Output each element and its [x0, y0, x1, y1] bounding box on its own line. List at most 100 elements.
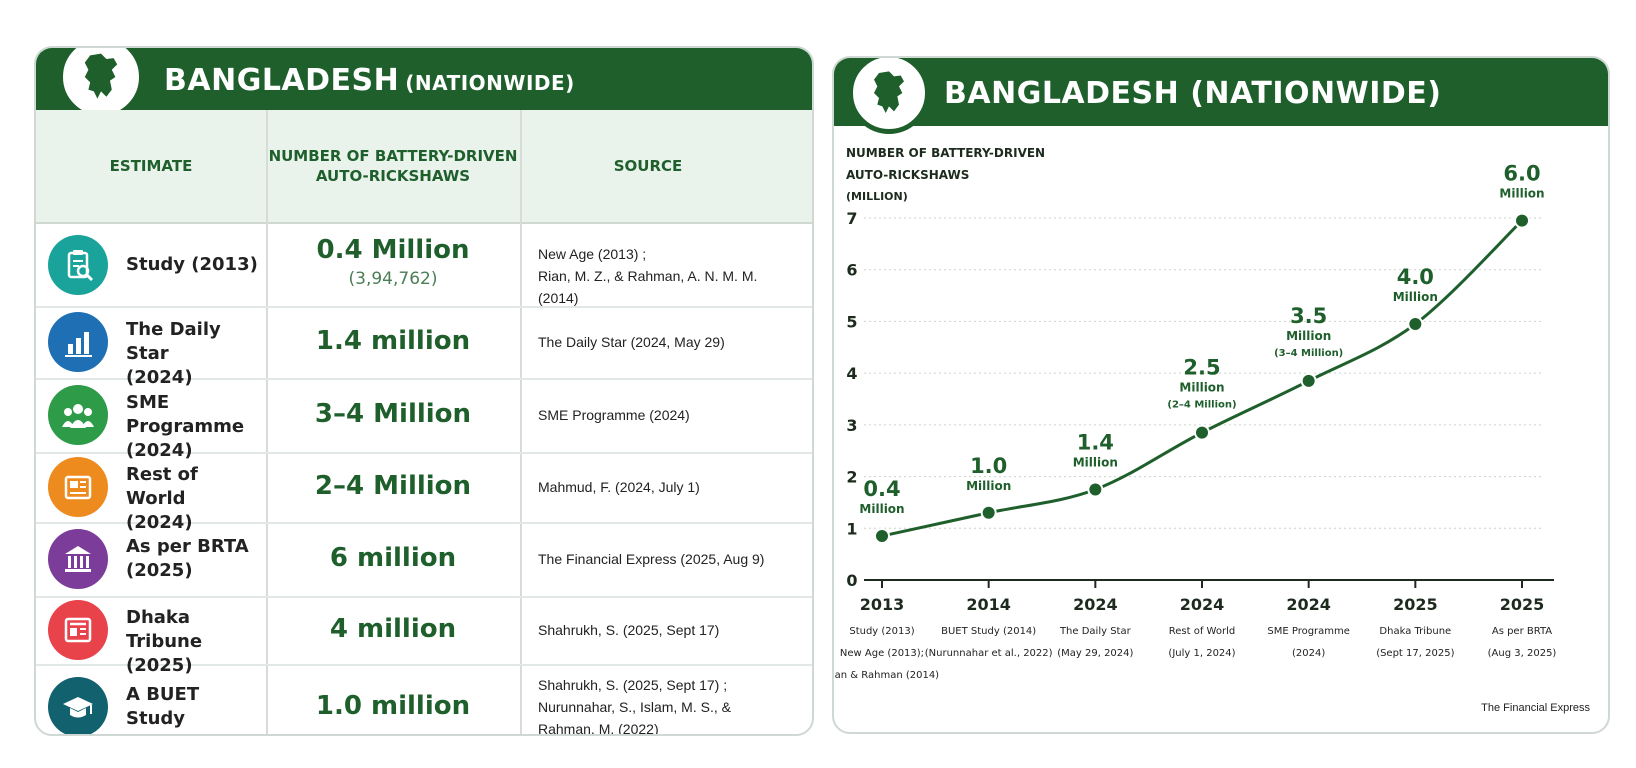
column-header-number-line1: NUMBER OF BATTERY-DRIVEN	[268, 147, 518, 165]
x-category-note: (July 1, 2024)	[1168, 648, 1235, 659]
column-header-number-line2: AUTO-RICKSHAWS	[315, 167, 471, 185]
rickshaw-count-exact: (3,94,762)	[348, 269, 438, 289]
source-citation-line: Mahmud, F. (2024, July 1)	[538, 479, 700, 495]
y-axis-label-line2: AUTO-RICKSHAWS	[846, 168, 970, 182]
data-label-unit: Million	[1499, 187, 1544, 201]
table-row: SME Programme (2024) 3–4 Million SME Progra…	[36, 378, 812, 461]
data-label-value: 3.5	[1290, 304, 1327, 328]
bangladesh-map-icon	[874, 71, 904, 113]
table-row: As per BRTA (2025) 6 million The Financial …	[36, 522, 812, 598]
data-label-unit: Million	[859, 502, 904, 516]
y-axis-unit: (MILLION)	[846, 190, 908, 203]
y-tick-label: 0	[846, 571, 857, 590]
data-point	[1194, 424, 1210, 441]
data-label-value: 1.4	[1077, 431, 1114, 455]
data-point	[1407, 316, 1424, 333]
y-tick-label: 6	[846, 261, 857, 280]
bar-chart-icon	[48, 312, 108, 372]
estimate-label: Dhaka Tribune (2025)	[126, 606, 261, 678]
data-label-value: 4.0	[1397, 265, 1434, 289]
source-citation: The Financial Express (2025, Aug 9)	[538, 548, 798, 570]
table-title: BANGLADESH (NATIONWIDE)	[164, 63, 575, 98]
source-citation-line: Rian, M. Z., & Rahman, A. N. M. M. (2014…	[538, 268, 758, 306]
estimate-label-line: A BUET Study	[126, 684, 200, 729]
x-category-note: (Sept 17, 2025)	[1376, 648, 1454, 659]
y-tick-label: 4	[846, 364, 857, 383]
data-label-value: 2.5	[1183, 356, 1220, 380]
chart-header-bar: BANGLADESH (NATIONWIDE)	[834, 58, 1608, 126]
rickshaw-count-value: 4 million	[329, 614, 457, 644]
government-building-icon	[48, 529, 108, 589]
table-row: The Daily Star (2024) 1.4 million The Daily…	[36, 306, 812, 388]
column-header-source: SOURCE	[613, 157, 683, 175]
estimate-label: Rest of World (2024)	[126, 463, 261, 535]
x-category-note: SME Programme	[1267, 626, 1350, 637]
data-label-range: (2–4 Million)	[1167, 400, 1236, 411]
estimate-label-line: SME Programme	[126, 392, 245, 437]
estimate-label-line: (2024)	[126, 512, 193, 533]
source-citation-line: Shahrukh, S. (2025, Sept 17)	[538, 622, 720, 638]
column-header-estimate: ESTIMATE	[109, 157, 193, 175]
x-category-note: Rian & Rahman (2014)	[834, 670, 939, 681]
source-citation: SME Programme (2024)	[538, 404, 798, 426]
y-tick-label: 7	[846, 209, 857, 228]
source-citation-line: SME Programme (2024)	[538, 407, 690, 423]
clipboard-search-icon	[48, 235, 108, 295]
data-label-unit: Million	[1393, 290, 1438, 304]
estimate-label: Study (2013)	[126, 253, 261, 277]
graduation-cap-icon	[48, 677, 108, 734]
bangladesh-map-logo	[848, 58, 930, 134]
source-note: The Financial Express	[1481, 702, 1590, 714]
x-category-note: (May 29, 2024)	[1057, 648, 1133, 659]
source-citation-line: New Age (2013) ;	[538, 246, 647, 262]
x-category-note: (Nurunnahar et al., 2022)	[925, 648, 1053, 659]
x-category-note: New Age (2013);	[840, 648, 924, 659]
rickshaw-count: 3–4 Million	[266, 399, 520, 429]
estimate-label: As per BRTA (2025)	[126, 535, 261, 583]
rickshaw-count: 1.0 million	[266, 691, 520, 721]
source-citation: The Daily Star (2024, May 29)	[538, 331, 798, 353]
estimate-label: SME Programme (2024)	[126, 391, 261, 463]
data-point	[1514, 212, 1530, 229]
rickshaw-count: 1.4 million	[266, 326, 520, 356]
source-citation-line: Nurunnahar, S., Islam, M. S., &	[538, 699, 731, 715]
x-category-note: (Aug 3, 2025)	[1488, 648, 1557, 659]
rickshaw-count-value: 2–4 Million	[314, 471, 472, 501]
bangladesh-map-icon	[84, 53, 118, 99]
table-row: A BUET Study (2022) 1.0 million Shahrukh, S…	[36, 664, 812, 736]
x-tick-label: 2025	[1393, 595, 1438, 614]
table-row: Study (2013) 0.4 Million (3,94,762) New Age…	[36, 224, 812, 308]
rickshaw-count: 4 million	[266, 614, 520, 644]
estimate-label-line: Dhaka Tribune	[126, 607, 203, 652]
rickshaw-count: 6 million	[266, 543, 520, 573]
table-title-suffix: (NATIONWIDE)	[405, 71, 575, 95]
estimates-table: ESTIMATE NUMBER OF BATTERY-DRIVEN AUTO-RI…	[36, 110, 812, 734]
y-axis-label: NUMBER OF BATTERY-DRIVEN AUTO-RICKSHAWS …	[846, 142, 1045, 208]
estimates-table-panel: BANGLADESH (NATIONWIDE) ESTIMATE NUMBER O…	[34, 46, 814, 736]
data-point	[1300, 372, 1317, 389]
data-label-unit: Million	[1073, 456, 1118, 470]
x-category-note: BUET Study (2014)	[941, 626, 1036, 637]
line-chart-panel: BANGLADESH (NATIONWIDE) NUMBER OF BATTER…	[832, 56, 1610, 734]
data-point	[874, 528, 890, 545]
rickshaw-count-value: 3–4 Million	[314, 399, 472, 429]
source-citation: Shahrukh, S. (2025, Sept 17) ; Nurunnahar…	[538, 674, 798, 736]
data-point	[980, 504, 997, 521]
estimate-label-line: (2025)	[126, 560, 193, 581]
table-row: Dhaka Tribune (2025) 4 million Shahrukh, S.…	[36, 596, 812, 676]
y-tick-label: 5	[846, 312, 857, 331]
x-tick-label: 2025	[1500, 595, 1545, 614]
source-citation-line: Rahman, M. (2022)	[538, 721, 659, 736]
x-tick-label: 2024	[1286, 595, 1331, 614]
bangladesh-map-logo	[58, 48, 144, 120]
estimate-label: The Daily Star (2024)	[126, 318, 261, 390]
estimate-label-line: (2025)	[126, 655, 193, 676]
estimate-label-line: Study (2013)	[126, 254, 258, 275]
people-group-icon	[48, 385, 108, 445]
data-point	[1087, 481, 1104, 498]
x-category-note: Study (2013)	[849, 626, 914, 637]
source-citation: New Age (2013) ; Rian, M. Z., & Rahman, A…	[538, 243, 798, 309]
x-tick-label: 2013	[860, 595, 905, 614]
y-tick-label: 1	[846, 519, 857, 538]
data-label-range: (3–4 Million)	[1274, 348, 1343, 359]
